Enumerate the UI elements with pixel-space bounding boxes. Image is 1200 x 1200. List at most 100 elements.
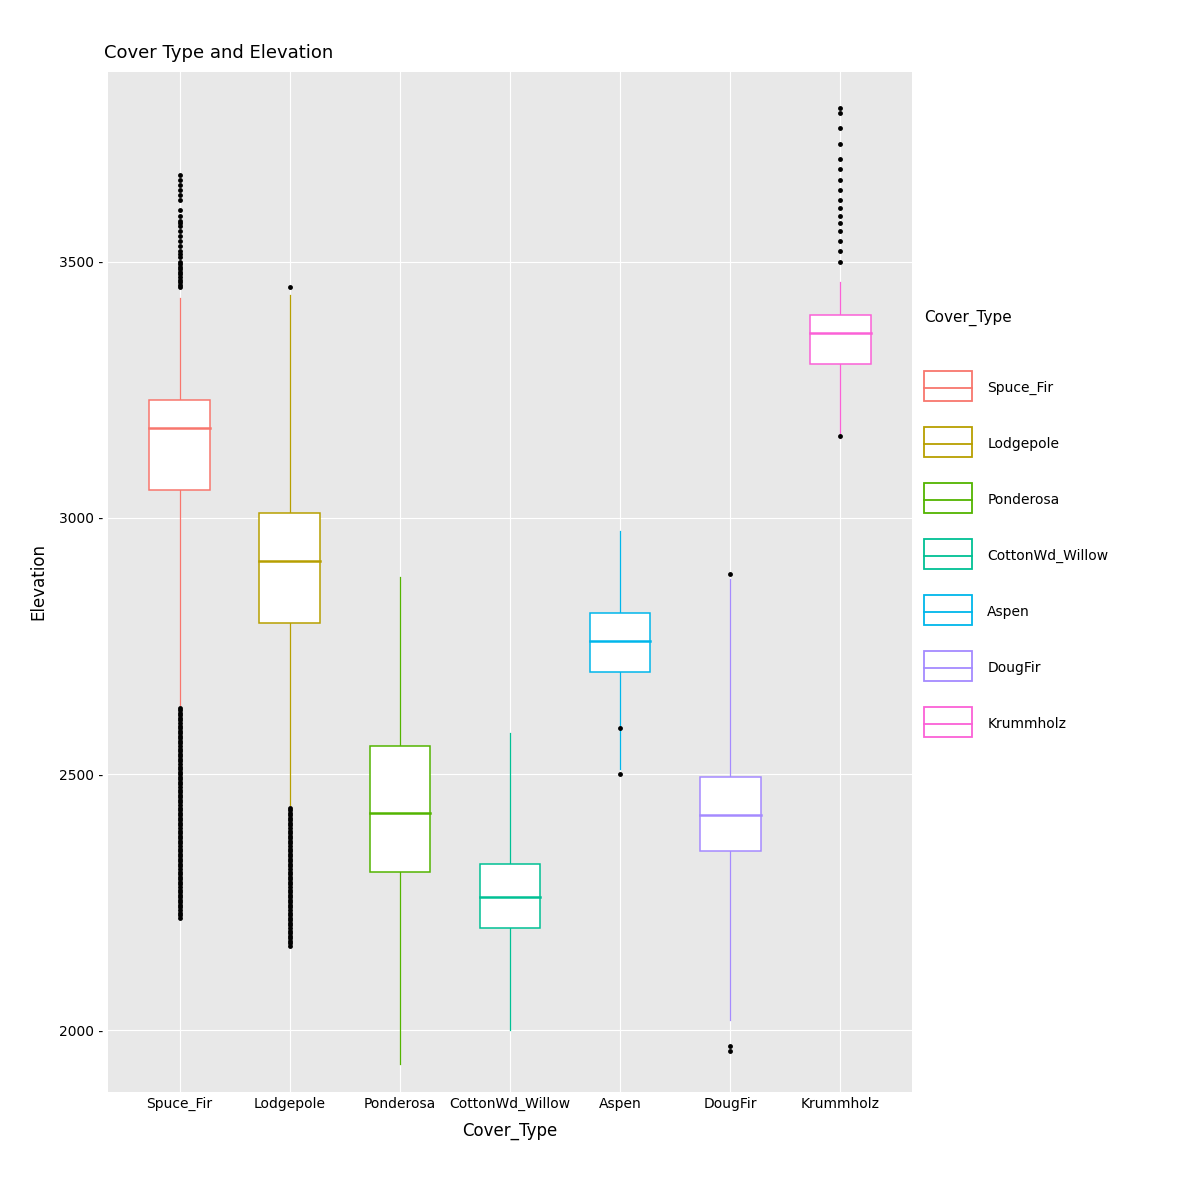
- Point: [170, 793, 190, 812]
- Point: [830, 252, 850, 271]
- Point: [830, 191, 850, 210]
- Point: [170, 816, 190, 835]
- Point: [280, 908, 299, 928]
- Point: [170, 821, 190, 840]
- Point: [170, 868, 190, 887]
- Point: [170, 200, 190, 220]
- Point: [170, 841, 190, 860]
- Point: [280, 803, 299, 822]
- Point: [170, 268, 190, 287]
- Point: [280, 890, 299, 910]
- Point: [830, 214, 850, 233]
- Point: [611, 764, 630, 784]
- Point: [170, 798, 190, 817]
- Bar: [810, 316, 871, 364]
- Point: [280, 929, 299, 948]
- Point: [280, 854, 299, 874]
- Point: [170, 755, 190, 774]
- FancyBboxPatch shape: [924, 539, 972, 569]
- Point: [280, 882, 299, 901]
- Point: [170, 275, 190, 294]
- Point: [280, 277, 299, 296]
- Point: [170, 698, 190, 718]
- Point: [280, 868, 299, 887]
- Point: [280, 916, 299, 935]
- Point: [280, 895, 299, 914]
- Point: [280, 798, 299, 817]
- Point: [170, 713, 190, 732]
- Point: [830, 221, 850, 240]
- Point: [170, 227, 190, 246]
- Point: [170, 898, 190, 917]
- Text: Ponderosa: Ponderosa: [988, 493, 1060, 506]
- Point: [170, 175, 190, 194]
- Point: [170, 232, 190, 251]
- Point: [170, 832, 190, 851]
- Point: [280, 904, 299, 923]
- Point: [170, 796, 190, 815]
- Point: [170, 272, 190, 292]
- Point: [280, 877, 299, 896]
- Point: [170, 180, 190, 199]
- Point: [170, 236, 190, 256]
- Bar: [259, 512, 320, 623]
- Point: [170, 826, 190, 845]
- Point: [170, 900, 190, 919]
- FancyBboxPatch shape: [924, 484, 972, 512]
- Point: [170, 708, 190, 727]
- Point: [280, 934, 299, 953]
- Point: [170, 749, 190, 768]
- Point: [170, 170, 190, 190]
- Point: [170, 719, 190, 738]
- Point: [170, 877, 190, 896]
- Point: [170, 703, 190, 722]
- Point: [170, 880, 190, 899]
- Point: [170, 744, 190, 763]
- Point: [170, 211, 190, 230]
- Point: [280, 818, 299, 838]
- Point: [280, 862, 299, 881]
- Text: Krummholz: Krummholz: [988, 716, 1067, 731]
- Point: [170, 890, 190, 910]
- Point: [280, 832, 299, 851]
- Point: [170, 775, 190, 794]
- Point: [170, 857, 190, 876]
- Point: [830, 170, 850, 190]
- Point: [170, 836, 190, 856]
- Point: [170, 270, 190, 289]
- Point: [170, 769, 190, 788]
- Point: [280, 926, 299, 946]
- Point: [170, 829, 190, 848]
- Text: Aspen: Aspen: [988, 605, 1030, 619]
- Point: [170, 811, 190, 830]
- Point: [280, 850, 299, 869]
- Point: [170, 864, 190, 883]
- Point: [280, 936, 299, 955]
- Point: [170, 886, 190, 905]
- Text: Cover Type and Elevation: Cover Type and Elevation: [104, 44, 334, 62]
- Point: [170, 726, 190, 745]
- Point: [170, 908, 190, 928]
- Point: [721, 1042, 740, 1061]
- Point: [280, 888, 299, 907]
- Point: [170, 762, 190, 781]
- Point: [170, 164, 190, 184]
- Point: [830, 150, 850, 169]
- Point: [170, 245, 190, 264]
- Point: [170, 257, 190, 276]
- Point: [280, 900, 299, 919]
- Point: [170, 728, 190, 748]
- Bar: [149, 400, 210, 490]
- FancyBboxPatch shape: [924, 427, 972, 456]
- Point: [280, 924, 299, 943]
- FancyBboxPatch shape: [924, 371, 972, 401]
- Text: Lodgepole: Lodgepole: [988, 437, 1060, 451]
- Point: [280, 823, 299, 842]
- Point: [280, 847, 299, 866]
- Point: [170, 850, 190, 869]
- Point: [170, 724, 190, 743]
- Point: [170, 739, 190, 758]
- Point: [170, 742, 190, 761]
- Point: [611, 719, 630, 738]
- Point: [280, 886, 299, 905]
